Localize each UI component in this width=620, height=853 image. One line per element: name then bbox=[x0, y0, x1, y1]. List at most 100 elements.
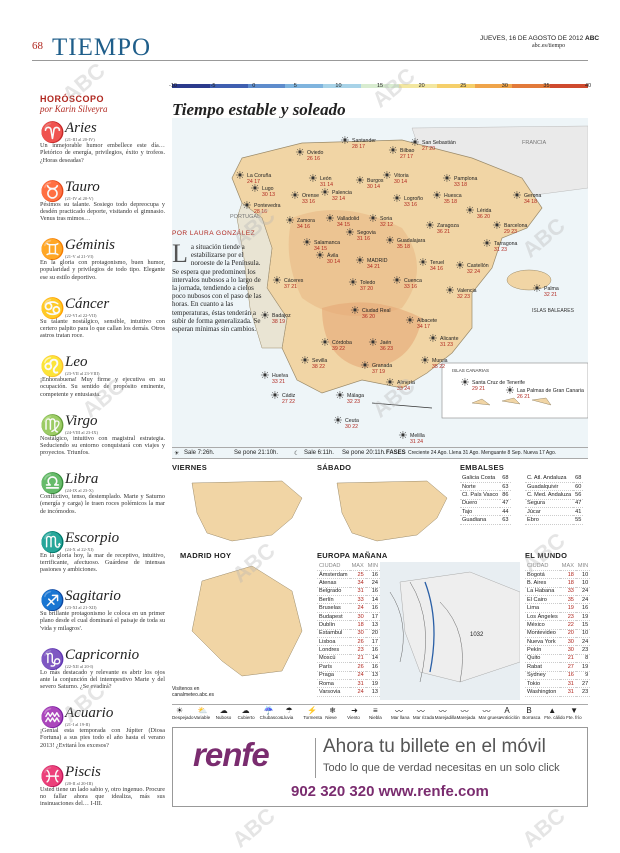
legend-icon: ≡ bbox=[373, 706, 378, 715]
legend-label: Mar rizada bbox=[412, 715, 435, 720]
cell-value: 30 bbox=[349, 629, 366, 639]
scale-label: 40 bbox=[585, 83, 592, 89]
sign-dates: (21-III al 20-IV) bbox=[65, 137, 95, 142]
city-temps: 34 17 bbox=[417, 324, 430, 330]
city-name: Santander bbox=[352, 138, 376, 144]
cell-value: 16 bbox=[365, 645, 380, 655]
embalses-table-2: C. Atl. Andaluza 68 Guadalquivir 60 C. Med. … bbox=[525, 474, 584, 525]
city-name: Córdoba bbox=[332, 340, 352, 346]
sun-icon: ☀ bbox=[315, 250, 325, 262]
mundo-row: Nueva York 30 24 bbox=[525, 637, 591, 647]
legend-icon: ☁ bbox=[241, 706, 250, 715]
city-name: León bbox=[320, 176, 332, 182]
table-header: MIN bbox=[365, 562, 380, 571]
mundo-row: Rabat 27 19 bbox=[525, 662, 591, 672]
city-name: Ávila bbox=[327, 253, 339, 259]
scale-segment bbox=[474, 84, 513, 88]
ad-subline: Todo lo que de verdad necesitas en un so… bbox=[323, 762, 560, 774]
scale-label: 0 bbox=[252, 83, 256, 89]
city-temps: 33 24 bbox=[397, 386, 410, 392]
city-temps: 24 17 bbox=[247, 179, 260, 185]
europa-row: Atenas 34 24 bbox=[317, 578, 380, 588]
cell-label: Norte bbox=[460, 482, 501, 492]
cell-label: Londres bbox=[317, 645, 350, 655]
cell-value: 10 bbox=[575, 629, 591, 639]
europa-row: Estambul 30 20 bbox=[317, 629, 380, 639]
legend-label: Nieve bbox=[325, 715, 337, 720]
cell-value: 23 bbox=[575, 687, 591, 697]
header-url[interactable]: abc.es/tiempo bbox=[532, 43, 566, 49]
cell-label: C. Atl. Andaluza bbox=[525, 474, 574, 483]
embalse-row: Norte 63 bbox=[460, 482, 511, 492]
sun-icon: ☀ bbox=[302, 237, 312, 249]
sun-icon: ☀ bbox=[442, 173, 452, 185]
city-temps: 33 16 bbox=[404, 202, 417, 208]
mundo-row: Sydney 16 9 bbox=[525, 671, 591, 680]
sign-name: Cáncer bbox=[65, 295, 110, 312]
sun-icon: ☀ bbox=[388, 145, 398, 157]
cell-value: 41 bbox=[573, 507, 584, 517]
cell-value: 20 bbox=[365, 629, 380, 639]
legend-label: Niebla bbox=[369, 715, 382, 720]
sun-icon: ☀ bbox=[410, 137, 420, 149]
zodiac-icon: ♋ bbox=[40, 297, 65, 320]
city-temps: 33 16 bbox=[404, 284, 417, 290]
weather-legend: ☀ Despejado ⛅ Variable ☁ Nuboso ☁ Cubierto ☔ Chub… bbox=[172, 704, 588, 722]
city-temps: 28 17 bbox=[352, 144, 365, 150]
sign-dates: (24-VIII al 23-IX) bbox=[65, 429, 98, 435]
sign-dates: (23-VII al 23-VIII) bbox=[65, 371, 100, 376]
ad-phone[interactable]: 902 320 320 www.renfe.com bbox=[291, 783, 489, 800]
renfe-ad[interactable]: renfe Ahora tu billete en el móvil Todo … bbox=[172, 727, 588, 807]
sun-icon: ☀ bbox=[392, 193, 402, 205]
city-temps: 26 16 bbox=[307, 156, 320, 162]
city-name: Ciudad Real bbox=[362, 308, 391, 314]
sign-dates: (22-XII al 20-I) bbox=[65, 663, 94, 669]
cell-value: 25 bbox=[349, 570, 366, 580]
city-temps: 29 21 bbox=[472, 386, 485, 392]
city-temps: 31 23 bbox=[494, 247, 507, 253]
embalse-row: C. Atl. Andaluza 68 bbox=[525, 474, 584, 483]
europa-row: Varsovia 24 13 bbox=[317, 687, 380, 697]
scale-segment bbox=[436, 84, 475, 88]
cell-value: 47 bbox=[500, 499, 511, 509]
sign-text: ¡Genial esta temporada con Júpiter (Dios… bbox=[40, 727, 165, 749]
cell-value: 56 bbox=[573, 490, 584, 500]
cell-label: Tokio bbox=[525, 679, 560, 689]
horoscope-heading: HORÓSCOPO bbox=[40, 94, 105, 104]
sabado-map bbox=[317, 473, 455, 553]
sign-dates: (22-VI al 22-VII) bbox=[65, 312, 97, 318]
madrid-note[interactable]: Visítenos en canalmeteo.abc.es bbox=[172, 686, 214, 698]
city-name: Zamora bbox=[297, 218, 315, 224]
city-name: Ceuta bbox=[345, 418, 359, 424]
watermark: ABC bbox=[367, 62, 420, 113]
phases-label: FASES bbox=[386, 450, 406, 456]
cell-value: 22 bbox=[559, 620, 576, 630]
sign-text: Nostálgico, intuitivo con magistral estr… bbox=[40, 434, 165, 457]
sun-icon: ☀ bbox=[532, 283, 542, 295]
cell-label: Praga bbox=[317, 671, 350, 680]
city-name: Palma bbox=[544, 286, 559, 292]
city-name: Pamplona bbox=[454, 176, 478, 182]
city-label: Gerona 34 18 bbox=[524, 193, 541, 205]
legend-label: Lluvia bbox=[281, 715, 294, 720]
cell-label: Júcar bbox=[525, 507, 574, 517]
pressure-label: 1032 bbox=[470, 632, 484, 638]
sun-icon: ☀ bbox=[465, 205, 475, 217]
cell-value: 18 bbox=[559, 578, 576, 588]
sun-icon: ☀ bbox=[385, 235, 395, 247]
city-name: Badajoz bbox=[272, 313, 291, 319]
city-label: Palma 32 21 bbox=[544, 286, 559, 298]
mundo-row: México 22 15 bbox=[525, 620, 591, 630]
mundo-row: Montevideo 20 10 bbox=[525, 629, 591, 639]
sun-icon: ☀ bbox=[333, 415, 343, 427]
sign-text: En la gloria con protagonismo, buen humo… bbox=[40, 259, 165, 281]
city-label: Bilbao 27 17 bbox=[400, 148, 414, 160]
city-temps: 33 16 bbox=[302, 199, 315, 205]
horoscope-column: HORÓSCOPO por Karin Silveyra ♈ Aries (21-I… bbox=[40, 94, 165, 834]
cell-value: 13 bbox=[365, 687, 380, 697]
city-temps: 32 12 bbox=[380, 222, 393, 228]
scale-label: 35 bbox=[543, 83, 550, 89]
city-label: Huesca 35 18 bbox=[444, 193, 462, 205]
city-temps: 32 21 bbox=[544, 292, 557, 298]
city-name: Gerona bbox=[524, 193, 542, 199]
